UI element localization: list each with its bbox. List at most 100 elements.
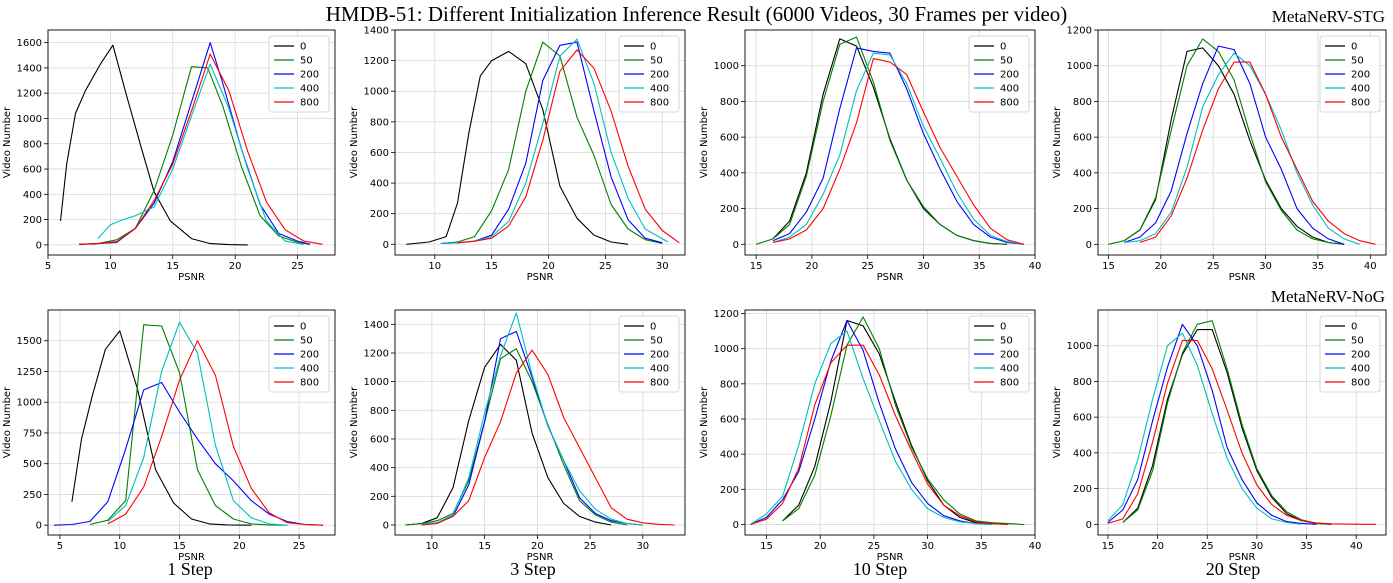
y-tick-label: 600	[370, 148, 389, 159]
x-tick-label: 5	[45, 261, 51, 272]
subplot-r1-c2: 15 20 25 30 35 40020040060080010001200PSNRVid…	[699, 309, 1041, 563]
subplot-r1-c0: 5 10 15 20 250250500750100012501500PSNRVideo…	[2, 309, 336, 563]
y-tick-label: 1000	[1067, 341, 1092, 352]
legend-box	[618, 35, 680, 113]
legend-label-50: 50	[1000, 56, 1013, 67]
x-tick-label: 30	[1259, 261, 1272, 272]
x-tick-label: 35	[1312, 261, 1325, 272]
y-tick-label: 800	[1073, 97, 1092, 108]
legend-label-200: 200	[1000, 70, 1019, 81]
series-line-400	[97, 63, 304, 245]
y-tick-label: 0	[1086, 520, 1092, 531]
y-tick-label: 0	[733, 520, 739, 531]
x-tick-label: 25	[868, 541, 881, 552]
series-line-400	[1124, 52, 1360, 245]
x-axis-label: PSNR	[877, 552, 904, 563]
series-line-400	[107, 321, 288, 526]
y-axis-label: Video Number	[699, 386, 710, 458]
legend-box	[268, 315, 330, 393]
legend-label-200: 200	[1000, 350, 1019, 361]
y-tick-label: 1200	[364, 56, 389, 67]
y-tick-label: 400	[720, 168, 739, 179]
x-tick-label: 35	[1300, 541, 1313, 552]
y-tick-label: 1400	[17, 63, 42, 74]
legend-label-50: 50	[650, 336, 663, 347]
y-tick-label: 200	[23, 215, 42, 226]
y-tick-label: 600	[370, 434, 389, 445]
y-tick-label: 0	[733, 240, 739, 251]
legend-label-800: 800	[1351, 378, 1370, 389]
series-line-200	[1124, 45, 1345, 245]
legend-label-200: 200	[1351, 350, 1370, 361]
y-tick-label: 0	[36, 521, 42, 532]
y-tick-label: 400	[23, 190, 42, 201]
x-tick-label: 25	[599, 261, 612, 272]
legend-label-400: 400	[300, 364, 319, 375]
y-tick-label: 800	[720, 97, 739, 108]
y-tick-label: 200	[1073, 204, 1092, 215]
series-line-0	[405, 343, 612, 526]
y-tick-label: 600	[720, 414, 739, 425]
series-line-400	[750, 330, 993, 526]
legend-box	[968, 315, 1030, 393]
y-tick-label: 250	[23, 490, 42, 501]
x-tick-label: 40	[1350, 541, 1363, 552]
legend-box	[1319, 315, 1381, 393]
legend: 0 50 200 400 800	[968, 315, 1030, 393]
legend-label-50: 50	[1000, 336, 1013, 347]
series-line-0	[1122, 329, 1332, 525]
x-tick-label: 20	[1154, 261, 1167, 272]
legend: 0 50 200 400 800	[968, 35, 1030, 113]
y-tick-label: 1400	[364, 26, 389, 37]
y-tick-label: 1200	[17, 89, 42, 100]
y-tick-label: 1250	[17, 367, 42, 378]
legend-label-50: 50	[300, 56, 313, 67]
x-tick-label: 30	[636, 541, 649, 552]
y-tick-label: 600	[1073, 413, 1092, 424]
x-tick-label: 40	[1029, 261, 1042, 272]
x-tick-label: 35	[973, 261, 986, 272]
legend-label-0: 0	[300, 42, 306, 53]
series-line-400	[421, 312, 643, 526]
x-tick-label: 20	[1151, 541, 1164, 552]
x-tick-label: 10	[113, 541, 126, 552]
y-tick-label: 1000	[714, 344, 739, 355]
plot-frame	[1097, 309, 1387, 536]
legend-label-200: 200	[650, 70, 669, 81]
legend-label-0: 0	[1000, 42, 1006, 53]
x-tick-label: 25	[291, 261, 304, 272]
x-tick-label: 30	[921, 541, 934, 552]
y-tick-label: 1600	[17, 38, 42, 49]
series-line-0	[782, 319, 1009, 526]
x-axis-label: PSNR	[1229, 272, 1256, 283]
legend-label-200: 200	[650, 350, 669, 361]
series-line-800	[107, 340, 324, 526]
y-axis-label: Video Number	[699, 106, 710, 178]
plot-frame	[744, 309, 1036, 536]
y-tick-label: 1200	[364, 348, 389, 359]
x-tick-label: 15	[173, 541, 186, 552]
legend-label-0: 0	[300, 322, 306, 333]
y-tick-label: 1200	[714, 309, 739, 320]
y-tick-label: 800	[370, 406, 389, 417]
x-tick-label: 25	[1207, 261, 1220, 272]
series-line-50	[782, 316, 1025, 526]
legend-label-800: 800	[1351, 98, 1370, 109]
legend-label-800: 800	[1000, 378, 1019, 389]
x-axis-label: PSNR	[178, 552, 205, 563]
series-line-800	[1107, 339, 1377, 525]
series-line-800	[457, 49, 680, 244]
x-tick-label: 15	[1102, 541, 1115, 552]
col-label-20-step: 20 Step	[1205, 559, 1261, 579]
figure-title: HMDB-51: Different Initialization Infere…	[325, 2, 1068, 26]
x-tick-label: 10	[104, 261, 117, 272]
y-tick-label: 800	[720, 379, 739, 390]
legend-label-0: 0	[650, 42, 656, 53]
x-axis-label: PSNR	[1229, 552, 1256, 563]
legend-label-400: 400	[1000, 84, 1019, 95]
series-line-200	[1107, 323, 1317, 525]
subplot-r0-c1: 10 15 20 25 30 0 200 400 600 800 1000 1200 1400 PSNR V…	[349, 26, 686, 283]
x-tick-label: 35	[975, 541, 988, 552]
x-tick-label: 40	[1029, 541, 1042, 552]
